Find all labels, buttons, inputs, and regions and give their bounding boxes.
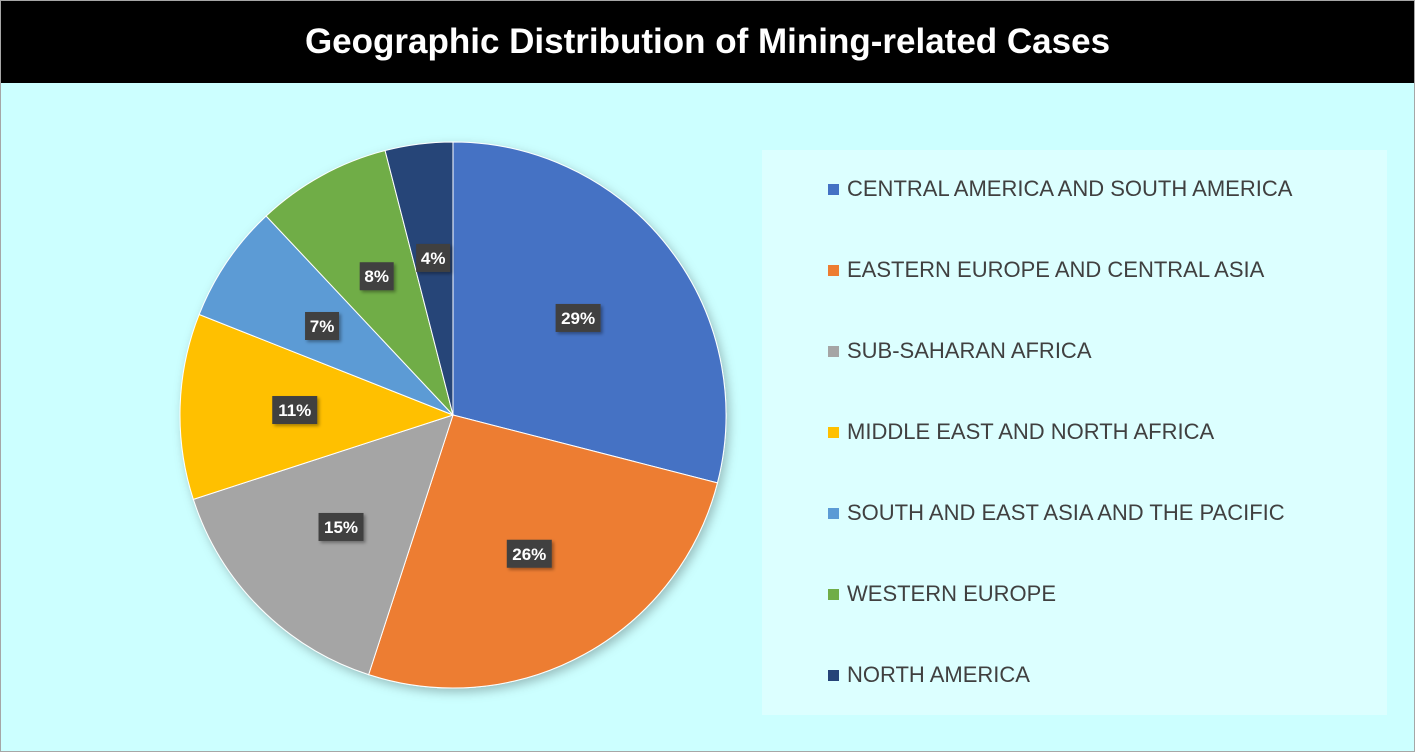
data-label-box-6 bbox=[416, 243, 451, 272]
data-label-3: 11% bbox=[272, 396, 318, 425]
data-label-2: 15% bbox=[318, 512, 364, 541]
data-label-box-1 bbox=[506, 539, 552, 568]
data-label-box-2 bbox=[318, 512, 364, 541]
legend-label: MIDDLE EAST AND NORTH AFRICA bbox=[847, 419, 1215, 444]
legend-item: EASTERN EUROPE AND CENTRAL ASIA bbox=[828, 257, 1264, 283]
legend: CENTRAL AMERICA AND SOUTH AMERICA EASTERN… bbox=[762, 150, 1387, 715]
pie-slice-6 bbox=[384, 141, 454, 416]
legend-item: WESTERN EUROPE bbox=[828, 581, 1056, 607]
legend-item: CENTRAL AMERICA AND SOUTH AMERICA bbox=[828, 176, 1292, 202]
data-label-5: 8% bbox=[359, 262, 394, 291]
data-label-1: 26% bbox=[506, 539, 552, 568]
legend-item: MIDDLE EAST AND NORTH AFRICA bbox=[828, 419, 1214, 445]
legend-swatch bbox=[828, 345, 839, 357]
data-label-box-4 bbox=[305, 311, 340, 340]
legend-swatch bbox=[828, 183, 839, 195]
data-label-4: 7% bbox=[305, 311, 340, 340]
legend-label: SOUTH AND EAST ASIA AND THE PACIFIC bbox=[847, 500, 1285, 525]
legend-item: SUB-SAHARAN AFRICA bbox=[828, 338, 1092, 364]
pie-slice-2 bbox=[192, 414, 454, 676]
legend-label: WESTERN EUROPE bbox=[847, 581, 1057, 606]
data-label-6: 4% bbox=[416, 243, 451, 272]
legend-swatch bbox=[828, 264, 839, 276]
legend-label: CENTRAL AMERICA AND SOUTH AMERICA bbox=[847, 176, 1293, 201]
data-label-text-1: 26% bbox=[512, 545, 546, 564]
data-label-box-5 bbox=[359, 262, 394, 291]
legend-label: SUB-SAHARAN AFRICA bbox=[847, 338, 1092, 363]
legend-label: EASTERN EUROPE AND CENTRAL ASIA bbox=[847, 257, 1265, 282]
data-label-box-3 bbox=[272, 396, 318, 425]
legend-item: SOUTH AND EAST ASIA AND THE PACIFIC bbox=[828, 500, 1285, 526]
legend-swatch bbox=[828, 426, 839, 438]
data-label-text-5: 8% bbox=[364, 267, 389, 286]
legend-item: NORTH AMERICA bbox=[828, 662, 1030, 688]
chart-title-text: Geographic Distribution of Mining-relate… bbox=[304, 22, 1111, 61]
legend-swatch bbox=[828, 507, 839, 519]
data-label-0: 29% bbox=[555, 303, 601, 332]
data-label-text-3: 11% bbox=[278, 401, 311, 420]
legend-swatch bbox=[828, 669, 839, 681]
data-label-text-6: 4% bbox=[421, 249, 446, 268]
pie-slice-5 bbox=[265, 149, 454, 416]
data-label-text-0: 29% bbox=[561, 309, 595, 328]
legend-label: NORTH AMERICA bbox=[847, 662, 1030, 687]
chart-title: Geographic Distribution of Mining-relate… bbox=[1, 1, 1414, 83]
data-label-text-2: 15% bbox=[324, 518, 358, 537]
data-label-text-4: 7% bbox=[310, 317, 335, 336]
data-label-box-0 bbox=[555, 303, 601, 332]
legend-swatch bbox=[828, 588, 839, 600]
